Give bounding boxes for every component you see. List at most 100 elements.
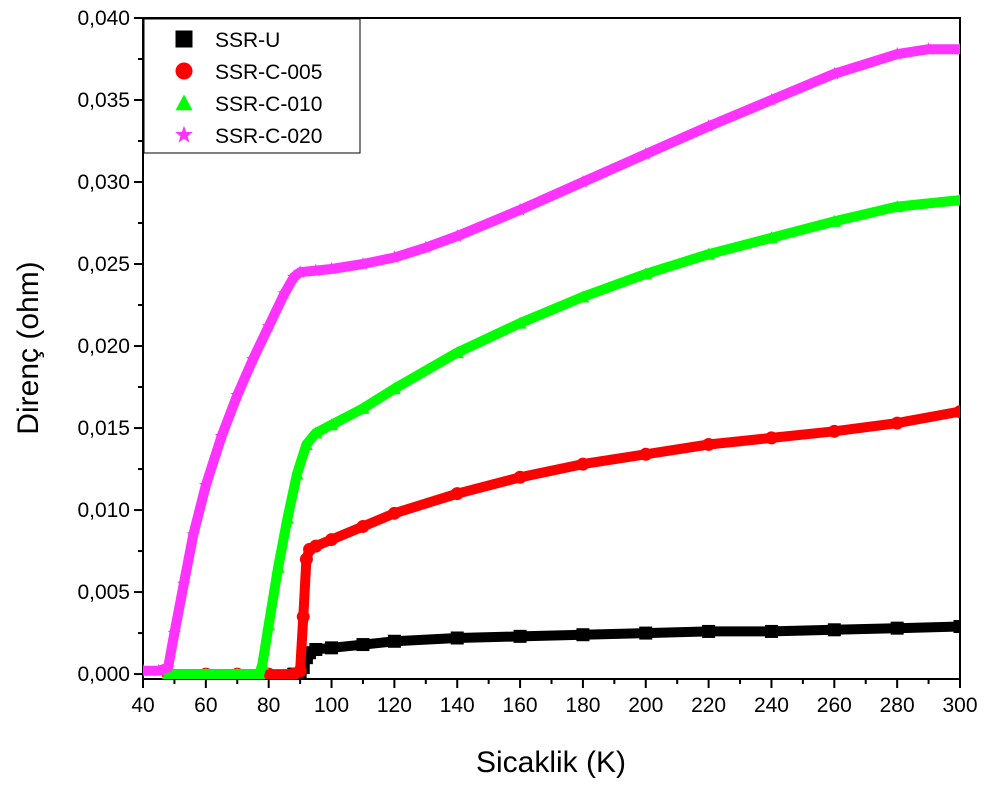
data-point xyxy=(261,319,276,333)
data-point xyxy=(702,624,716,638)
legend-label: SSR-U xyxy=(215,29,280,52)
y-tick-label: 0,030 xyxy=(77,171,130,194)
data-point xyxy=(702,247,716,260)
data-point xyxy=(161,660,175,674)
data-point xyxy=(199,478,213,492)
x-tick-label: 120 xyxy=(377,694,412,717)
data-point xyxy=(309,263,323,277)
data-point xyxy=(953,42,960,55)
data-point xyxy=(177,576,191,590)
legend-marker-square xyxy=(175,30,193,48)
data-point xyxy=(764,624,778,638)
data-point xyxy=(701,119,716,132)
data-point xyxy=(255,657,269,670)
data-point xyxy=(513,470,527,484)
data-point xyxy=(356,638,370,652)
data-point xyxy=(827,66,842,80)
data-point xyxy=(299,552,313,566)
data-point xyxy=(246,352,260,365)
data-point xyxy=(419,240,433,254)
data-point xyxy=(764,431,778,445)
data-point xyxy=(143,663,150,677)
series-ssr-c-005 xyxy=(161,405,960,679)
data-point xyxy=(356,519,370,533)
data-point xyxy=(293,664,307,678)
data-point xyxy=(576,174,590,188)
data-point xyxy=(513,202,527,216)
data-point xyxy=(890,200,904,213)
data-point xyxy=(921,42,936,55)
data-point xyxy=(513,629,527,643)
data-point xyxy=(450,487,464,501)
y-axis-title: Direnç (ohm) xyxy=(12,261,45,434)
data-point xyxy=(277,286,292,300)
data-point xyxy=(764,92,779,106)
data-point xyxy=(325,418,339,431)
data-point xyxy=(309,642,323,656)
data-point xyxy=(953,405,960,419)
data-point xyxy=(576,457,590,471)
data-point xyxy=(450,346,464,359)
data-point xyxy=(450,229,464,242)
data-point xyxy=(356,401,370,414)
data-point xyxy=(953,193,960,206)
data-point xyxy=(764,231,778,244)
y-tick-label: 0,025 xyxy=(77,253,130,276)
legend-label: SSR-C-010 xyxy=(215,93,322,116)
series-ssr-c-020 xyxy=(143,42,960,677)
data-point xyxy=(702,437,716,451)
data-point xyxy=(281,511,295,524)
data-point xyxy=(199,667,213,679)
x-tick-label: 60 xyxy=(194,694,217,717)
data-point xyxy=(387,634,401,648)
legend-label: SSR-C-020 xyxy=(215,125,322,148)
series-trace xyxy=(163,406,960,679)
data-point xyxy=(639,626,653,640)
x-axis-title: Sicaklik (K) xyxy=(476,746,626,779)
data-point xyxy=(387,250,402,264)
data-point xyxy=(296,610,310,624)
legend: SSR-U SSR-C-005 SSR-C-010 SSR-C-020 xyxy=(143,18,361,154)
y-tick-label: 0,040 xyxy=(77,7,130,30)
y-tick-label: 0,015 xyxy=(77,417,130,440)
x-tick-label: 260 xyxy=(817,694,852,717)
data-point xyxy=(214,429,229,442)
x-tick-label: 240 xyxy=(754,694,789,717)
data-point xyxy=(356,256,370,270)
data-point xyxy=(253,667,266,679)
data-point xyxy=(639,447,653,461)
legend-label: SSR-C-005 xyxy=(215,61,322,84)
axis-ticks xyxy=(134,17,961,688)
data-point xyxy=(309,426,323,439)
y-tick-labels: 0,000 0,005 0,010 0,015 0,020 0,025 0,030 0,035… xyxy=(77,7,130,686)
data-point xyxy=(186,527,201,541)
x-tick-label: 80 xyxy=(257,694,280,717)
x-tick-label: 40 xyxy=(131,694,154,717)
data-point xyxy=(325,641,339,655)
data-point xyxy=(161,667,175,679)
data-point xyxy=(167,625,182,639)
legend-marker-circle xyxy=(175,62,193,80)
data-point xyxy=(576,290,590,303)
x-tick-label: 180 xyxy=(565,694,600,717)
data-point xyxy=(293,265,307,278)
legend-marker-star xyxy=(175,125,193,143)
x-tick-label: 100 xyxy=(314,694,349,717)
data-point xyxy=(513,316,527,329)
data-point xyxy=(299,437,313,450)
x-tick-label: 160 xyxy=(503,694,538,717)
data-point xyxy=(890,416,904,430)
data-point xyxy=(827,623,841,637)
data-point xyxy=(953,620,960,634)
x-tick-label: 140 xyxy=(440,694,475,717)
data-point xyxy=(230,388,245,401)
data-point xyxy=(287,270,301,283)
data-point xyxy=(827,214,841,227)
series-layer xyxy=(143,42,960,679)
legend-marker-triangle xyxy=(175,94,193,111)
data-point xyxy=(290,467,304,480)
x-tick-labels: 40 60 80 100 120 140 160 180 200 220 240 260 280 300 xyxy=(131,694,977,717)
data-point xyxy=(890,46,904,60)
y-tick-label: 0,020 xyxy=(77,335,130,358)
data-point xyxy=(450,631,464,645)
